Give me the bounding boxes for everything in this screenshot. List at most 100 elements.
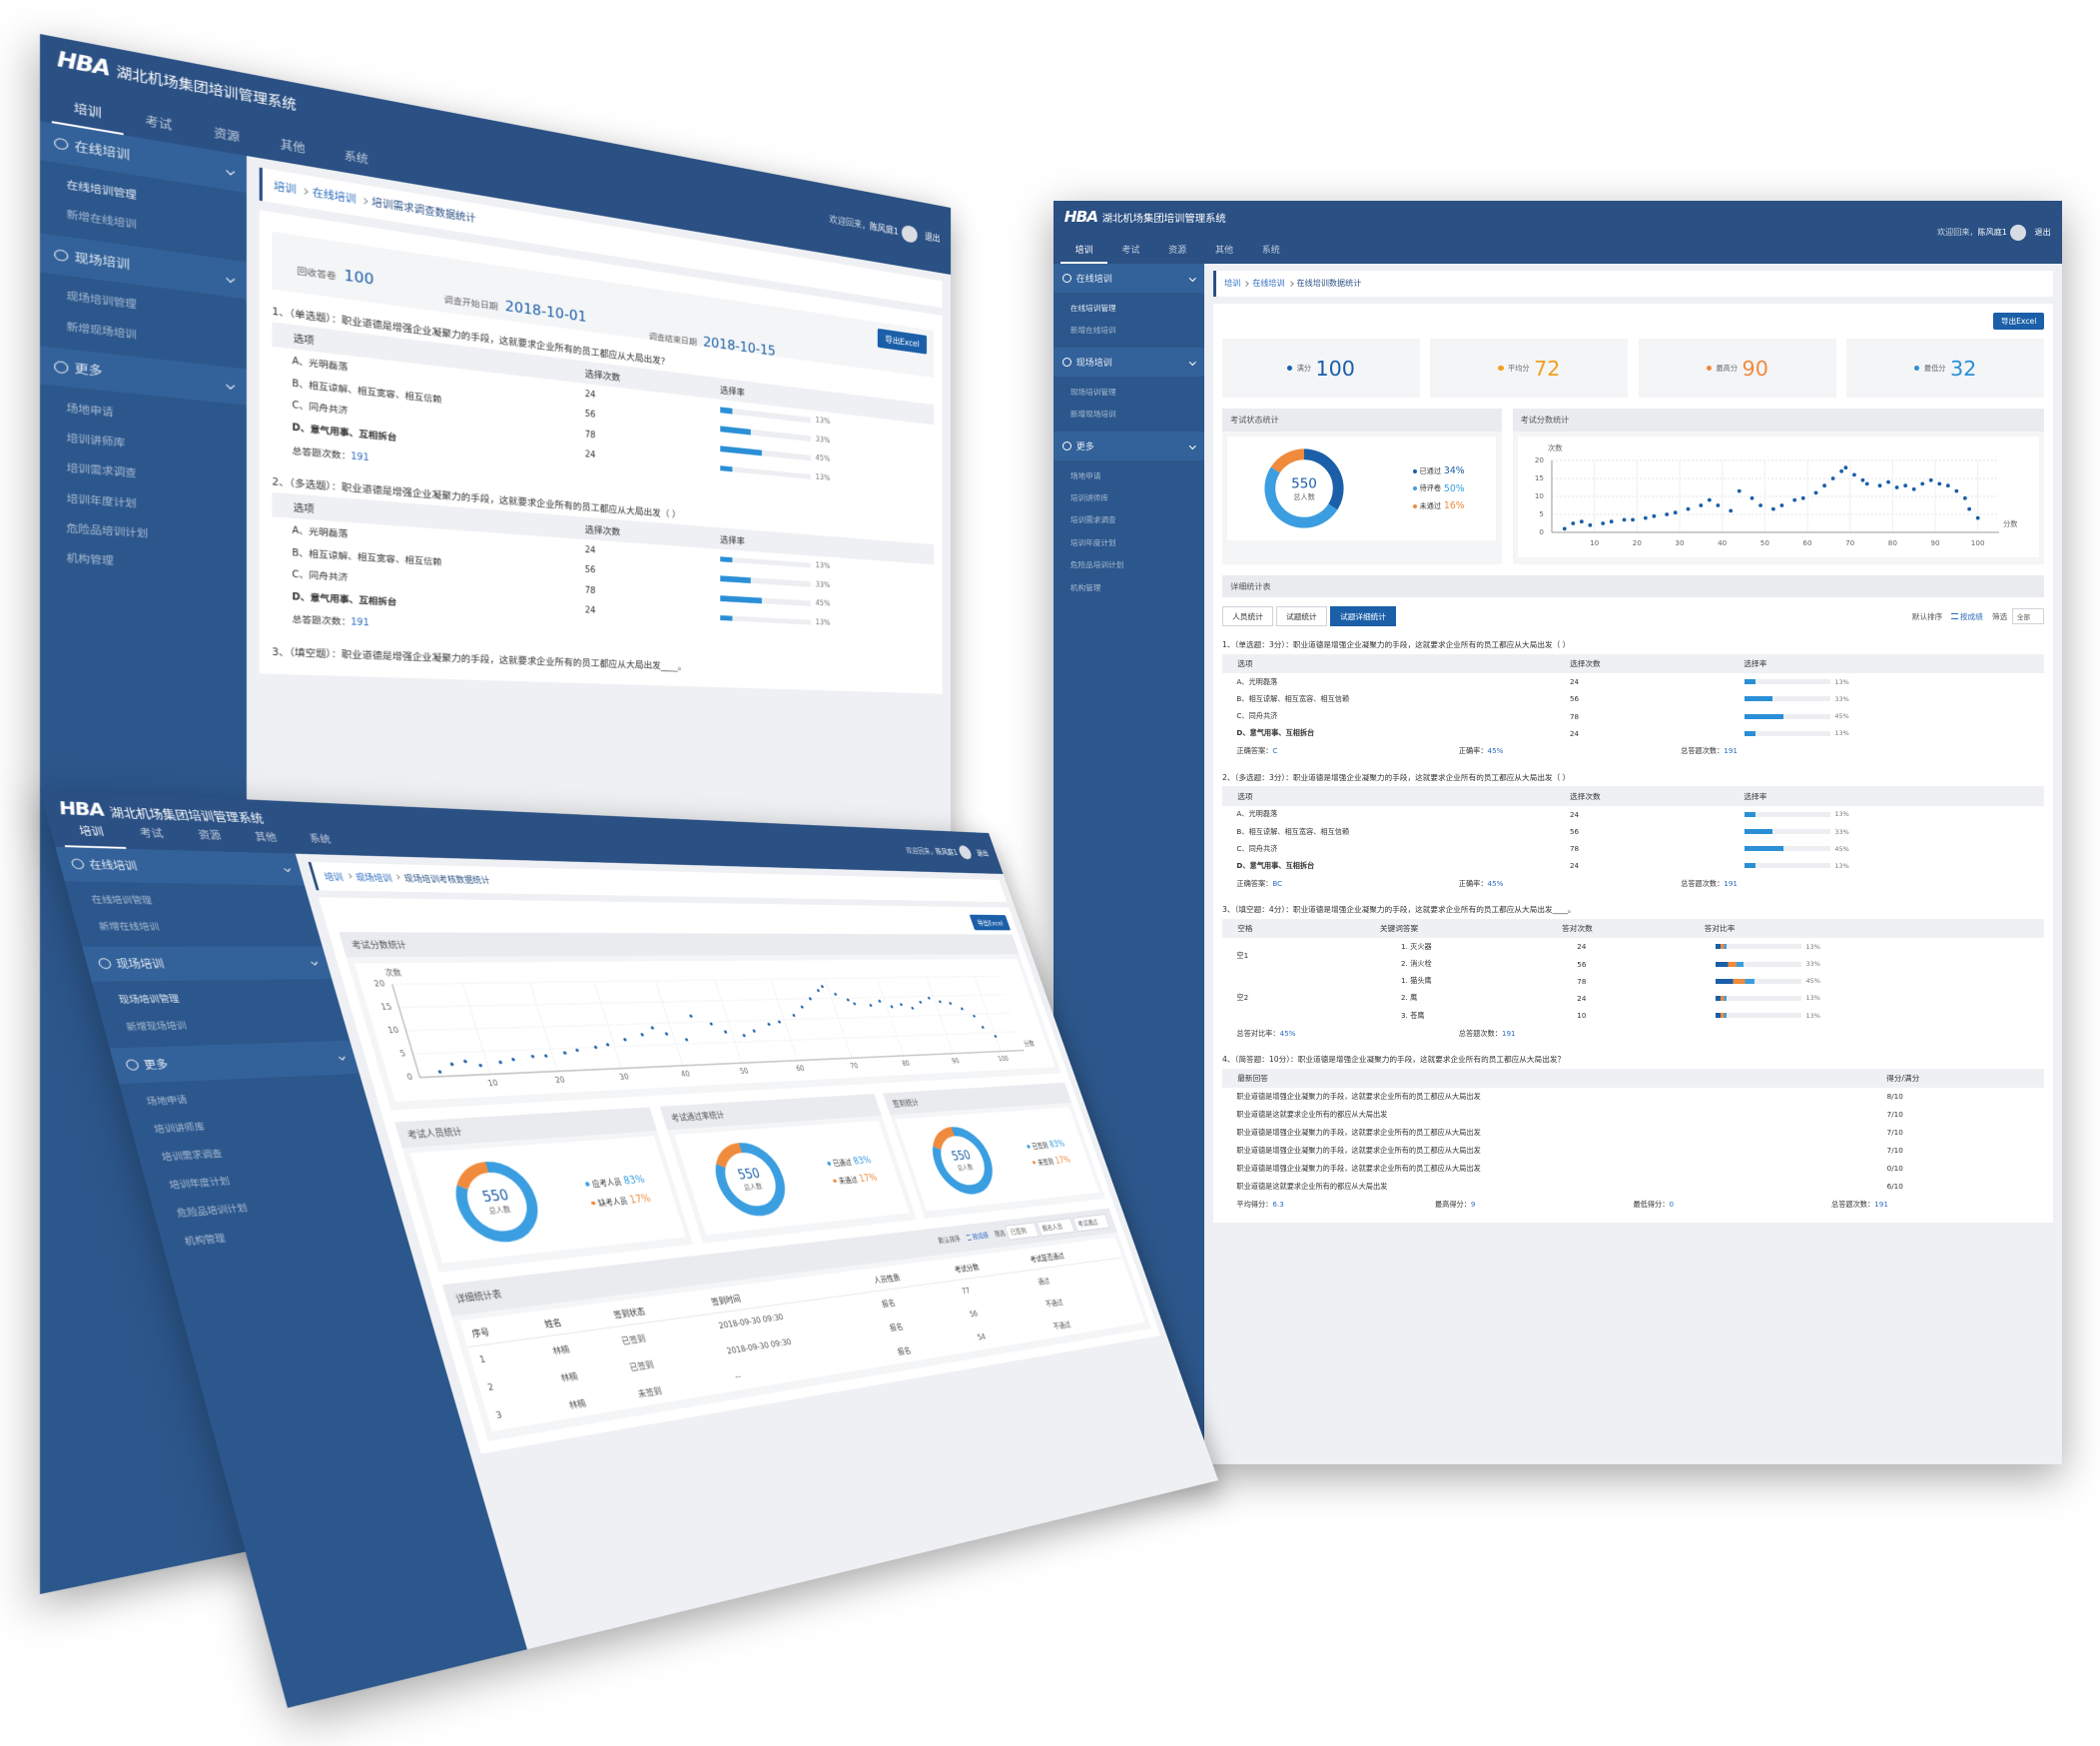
option-count: 78 bbox=[584, 585, 596, 596]
option-rate: 33% bbox=[1744, 695, 2030, 703]
export-button[interactable]: 导出Excel bbox=[877, 329, 927, 355]
logout[interactable]: 退出 bbox=[976, 850, 991, 858]
menu-item[interactable]: 新增在线培训 bbox=[1069, 325, 1116, 335]
menu-item[interactable]: 危险品培训计划 bbox=[1069, 560, 1124, 570]
grid-line bbox=[975, 976, 1001, 1051]
breadcrumb-item[interactable]: 在线培训 bbox=[1252, 278, 1285, 289]
data-point bbox=[1562, 526, 1567, 531]
nav-tab[interactable]: 其他 bbox=[254, 831, 279, 844]
data-point bbox=[918, 1000, 923, 1004]
filter-select[interactable]: 报名人员 bbox=[1036, 1218, 1075, 1237]
menu-items: 场地申请 培训讲师库 培训需求调查 培训年度计划 危险品培训计划 机构管理 bbox=[119, 1073, 408, 1265]
sort-option-label: 按成绩 bbox=[971, 1231, 991, 1242]
sort-label[interactable]: 默认排序 bbox=[1911, 611, 1943, 621]
menu-group[interactable]: 更多 bbox=[1053, 432, 1204, 461]
menu-item[interactable]: 在线培训管理 bbox=[90, 895, 154, 907]
rate-label: 13% bbox=[815, 618, 831, 628]
question-stem: 1、（单选题：3分）：职业道德是增强企业凝聚力的手段，这就要求企业所有的员工都应… bbox=[1222, 639, 1571, 649]
question-footer: 正确答案：BC 正确率：45% 总答题次数：191 bbox=[1222, 874, 2044, 893]
menu-item[interactable]: 现场培训管理 bbox=[1069, 387, 1116, 397]
menu-item[interactable]: 场地申请 bbox=[1069, 470, 1101, 480]
breadcrumb-item[interactable]: 培训 bbox=[323, 872, 345, 883]
legend-label: 未签到 bbox=[1037, 1158, 1055, 1168]
legend-swatch bbox=[590, 1201, 596, 1206]
menu-group[interactable]: 在线培训 bbox=[55, 846, 306, 886]
data-point bbox=[1758, 503, 1762, 507]
data-point bbox=[890, 1005, 894, 1009]
export-button[interactable]: 导出Excel bbox=[1993, 312, 2044, 331]
menu-item[interactable]: 在线培训管理 bbox=[1069, 303, 1116, 313]
logo: HBA bbox=[1063, 208, 1098, 227]
detail-tab[interactable]: 人员统计 bbox=[1222, 606, 1273, 627]
data-point bbox=[816, 989, 820, 993]
logout[interactable]: 退出 bbox=[2034, 227, 2051, 237]
nav-tab[interactable]: 培训 bbox=[1060, 239, 1107, 264]
legend-item: 未签到 17% bbox=[1031, 1154, 1071, 1168]
menu-group-label: 更多 bbox=[74, 362, 103, 380]
y-tick-label: 5 bbox=[398, 1051, 406, 1060]
sort-option[interactable]: 按成绩 bbox=[965, 1231, 990, 1243]
footer-item: 正确率：45% bbox=[1459, 879, 1681, 889]
sort-label[interactable]: 默认排序 bbox=[937, 1234, 962, 1246]
answer-text: 职业道德是增强企业凝聚力的手段，这就要求企业所有的员工都应从大局出发 bbox=[1236, 1092, 1481, 1102]
blank-name: 空1 bbox=[1236, 950, 1249, 960]
detail-tab[interactable]: 试题统计 bbox=[1275, 606, 1327, 627]
menu-item[interactable]: 新增现场培训 bbox=[1069, 410, 1116, 419]
menu-item[interactable]: 培训讲师库 bbox=[1069, 493, 1109, 503]
rate-track bbox=[720, 445, 812, 461]
filter-select[interactable]: 考试通过 bbox=[1071, 1214, 1110, 1233]
menu-group[interactable]: 现场培训 bbox=[82, 946, 333, 982]
option-count: 24 bbox=[1569, 677, 1580, 687]
menu-icon bbox=[97, 958, 113, 970]
menu-item[interactable]: 培训年度计划 bbox=[1069, 537, 1116, 547]
data-point bbox=[1622, 517, 1627, 522]
filter-select[interactable]: 已签到 bbox=[1005, 1222, 1040, 1241]
data-point bbox=[1945, 483, 1950, 488]
option-rate: 33% bbox=[1744, 828, 2030, 836]
export-button[interactable]: 导出Excel bbox=[969, 914, 1012, 931]
data-point bbox=[766, 1022, 771, 1026]
menu-item[interactable]: 机构管理 bbox=[1069, 582, 1101, 592]
nav-tab[interactable]: 系统 bbox=[308, 833, 333, 846]
menu-item[interactable]: 培训需求调查 bbox=[1069, 515, 1116, 525]
legend-label: 应考人员 bbox=[591, 1178, 623, 1190]
option-label: D、意气用事、互相拆台 bbox=[1236, 728, 1315, 738]
donut-total-label: 总人数 bbox=[487, 1205, 511, 1216]
chevron bbox=[338, 1053, 346, 1061]
nav-tab[interactable]: 培训 bbox=[57, 818, 127, 849]
breadcrumb-item[interactable]: 培训 bbox=[1224, 278, 1241, 289]
nav-tab[interactable]: 系统 bbox=[1261, 245, 1280, 256]
correct-rate: 33% bbox=[1715, 960, 2030, 968]
grid-line bbox=[529, 983, 556, 1072]
footer-value: 191 bbox=[350, 450, 369, 463]
nav-tab[interactable]: 其他 bbox=[1214, 245, 1233, 256]
menu-item[interactable]: 新增在线培训 bbox=[98, 921, 161, 933]
footer-label: 最低得分： bbox=[1633, 1199, 1670, 1209]
detail-tab[interactable]: 试题详细统计 bbox=[1329, 606, 1397, 627]
nav-tab[interactable]: 考试 bbox=[138, 827, 166, 841]
breadcrumb-item[interactable]: 在线培训 bbox=[312, 186, 356, 207]
column-header: 关键词答案 bbox=[1379, 924, 1419, 934]
nav-tab[interactable]: 资源 bbox=[197, 829, 223, 843]
option-count: 56 bbox=[1569, 694, 1580, 704]
breadcrumb-item[interactable]: 培训 bbox=[274, 180, 297, 197]
x-tick-label: 10 bbox=[1590, 538, 1600, 547]
option-count: 56 bbox=[1569, 827, 1580, 836]
stat-label: 最低分 bbox=[1923, 363, 1946, 373]
rate-track bbox=[720, 464, 812, 480]
data-point bbox=[846, 998, 850, 1002]
nav-tab[interactable]: 资源 bbox=[1168, 245, 1187, 256]
legend-label: 未通过 bbox=[838, 1176, 859, 1187]
filter-select[interactable]: 全部 bbox=[2012, 608, 2044, 625]
legend-value: 83% bbox=[621, 1173, 647, 1188]
sort-option[interactable]: 按成绩 bbox=[1951, 611, 1983, 622]
menu-group[interactable]: 在线培训 bbox=[1053, 264, 1204, 294]
nav-tab[interactable]: 考试 bbox=[1121, 245, 1140, 256]
logout[interactable]: 退出 bbox=[925, 232, 941, 245]
menu-group[interactable]: 现场培训 bbox=[1053, 348, 1204, 378]
breadcrumb-item[interactable]: 现场培训 bbox=[354, 873, 393, 884]
y-tick-label: 0 bbox=[1539, 527, 1544, 536]
menu-item[interactable]: 新增现场培训 bbox=[125, 1020, 189, 1034]
donut-body: 550 总人数 已通过 83% 未通过 17% bbox=[674, 1120, 910, 1236]
